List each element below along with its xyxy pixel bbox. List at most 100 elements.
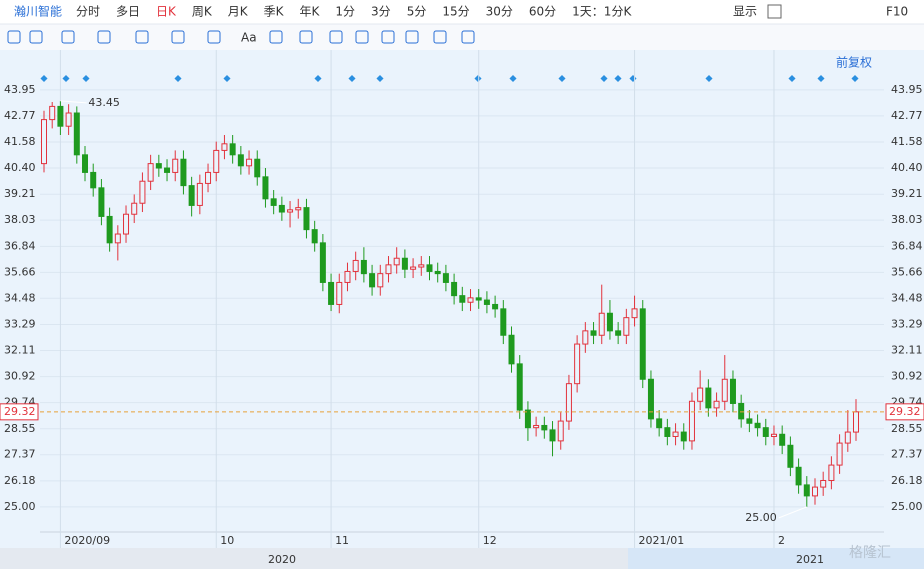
candle-body	[713, 400, 720, 409]
period-tab[interactable]: 日K	[156, 5, 177, 19]
y-tick-label-right: 41.58	[891, 135, 923, 148]
y-tick-label: 30.92	[4, 370, 36, 383]
candle-body	[639, 308, 646, 380]
period-tab[interactable]: 3分	[371, 5, 391, 19]
candle-body	[352, 259, 359, 272]
candle-body	[770, 433, 777, 437]
candle-body	[442, 273, 449, 283]
event-marker[interactable]	[474, 74, 482, 83]
candle-body	[213, 149, 220, 173]
candle-body	[205, 171, 212, 184]
candle-body	[459, 295, 466, 303]
y-tick-label: 32.11	[4, 343, 36, 356]
y-tick-label-right: 30.92	[891, 370, 923, 383]
f10-button[interactable]: F10	[886, 5, 908, 19]
period-tab[interactable]: 1天：1分K	[572, 5, 632, 19]
period-tab[interactable]: 分时	[76, 5, 100, 19]
candle-body	[410, 266, 417, 270]
period-tab[interactable]: 周K	[192, 5, 213, 19]
candle-body	[328, 281, 335, 305]
candle-body	[123, 213, 130, 235]
candle-body	[500, 308, 507, 336]
tool-icon[interactable]	[7, 30, 21, 44]
x-tick-label: 12	[483, 534, 497, 547]
event-marker[interactable]	[788, 74, 796, 83]
period-tab[interactable]: 60分	[529, 5, 556, 19]
event-marker[interactable]	[614, 74, 622, 83]
event-marker[interactable]	[82, 74, 90, 83]
event-marker[interactable]	[509, 74, 517, 83]
candle-body	[820, 479, 827, 488]
event-marker[interactable]	[376, 74, 384, 83]
event-marker[interactable]	[223, 74, 231, 83]
period-tab[interactable]: 季K	[264, 5, 285, 19]
y-tick-label: 27.37	[4, 448, 36, 461]
tool-icon[interactable]	[29, 30, 43, 44]
tool-icon[interactable]	[97, 30, 111, 44]
tool-icon[interactable]	[405, 30, 419, 44]
tool-icon[interactable]	[299, 30, 313, 44]
period-tab[interactable]: 月K	[228, 5, 249, 19]
y-tick-label: 26.18	[4, 474, 36, 487]
tool-icon[interactable]	[381, 30, 395, 44]
period-tab[interactable]: 多日	[116, 5, 140, 19]
tool-icon[interactable]	[135, 30, 149, 44]
candle-body	[582, 330, 589, 345]
y-tick-label-right: 43.95	[891, 83, 923, 96]
candle-body	[475, 297, 482, 301]
candle-body	[262, 176, 269, 200]
period-tab[interactable]: 年K	[300, 5, 321, 19]
candle-body	[147, 163, 154, 182]
event-marker[interactable]	[558, 74, 566, 83]
period-tab[interactable]: 1分	[335, 5, 355, 19]
extreme-label: 43.45	[88, 96, 120, 109]
x-tick-label: 11	[335, 534, 349, 547]
candle-body	[811, 486, 818, 497]
candle-body	[57, 105, 64, 127]
checkbox[interactable]	[767, 4, 782, 19]
event-marker[interactable]	[851, 74, 859, 83]
period-tab[interactable]: 30分	[486, 5, 513, 19]
stock-name[interactable]: 瀚川智能	[14, 4, 62, 19]
candle-body	[82, 154, 89, 173]
candle-body	[155, 163, 162, 169]
candle-body	[229, 143, 236, 156]
font-tool[interactable]: Aa	[241, 31, 257, 45]
event-marker[interactable]	[314, 74, 322, 83]
tool-icon[interactable]	[269, 30, 283, 44]
extreme-label: 25.00	[745, 511, 777, 524]
tool-icon[interactable]	[171, 30, 185, 44]
y-tick-label: 40.40	[4, 161, 36, 174]
candle-body	[434, 270, 441, 275]
price-tag	[0, 403, 39, 421]
event-marker[interactable]	[174, 74, 182, 83]
period-tab[interactable]: 5分	[407, 5, 427, 19]
candle-body	[369, 273, 376, 288]
adjust-mode[interactable]: 前复权	[836, 55, 872, 70]
candle-body	[278, 204, 285, 213]
display-menu[interactable]: 显示	[733, 5, 757, 19]
candle-body	[828, 464, 835, 481]
tool-icon[interactable]	[61, 30, 75, 44]
candle-body	[451, 281, 458, 297]
tool-icon[interactable]	[207, 30, 221, 44]
y-tick-label-right: 33.29	[891, 317, 923, 330]
event-marker[interactable]	[600, 74, 608, 83]
y-tick-label-right: 32.11	[891, 343, 923, 356]
y-tick-label: 38.03	[4, 213, 36, 226]
event-marker[interactable]	[348, 74, 356, 83]
x-tick-label: 2021/01	[639, 534, 685, 547]
event-marker[interactable]	[817, 74, 825, 83]
candle-body	[574, 343, 581, 385]
tool-icon[interactable]	[461, 30, 475, 44]
period-tab[interactable]: 15分	[442, 5, 469, 19]
candle-body	[180, 158, 187, 187]
tool-icon[interactable]	[355, 30, 369, 44]
tool-icon[interactable]	[433, 30, 447, 44]
y-tick-label-right: 27.37	[891, 448, 923, 461]
last-price-label: 29.32	[889, 405, 921, 418]
annotation-leader	[60, 100, 87, 104]
event-marker[interactable]	[705, 74, 713, 83]
tool-icon[interactable]	[329, 30, 343, 44]
candle-body	[188, 185, 195, 206]
